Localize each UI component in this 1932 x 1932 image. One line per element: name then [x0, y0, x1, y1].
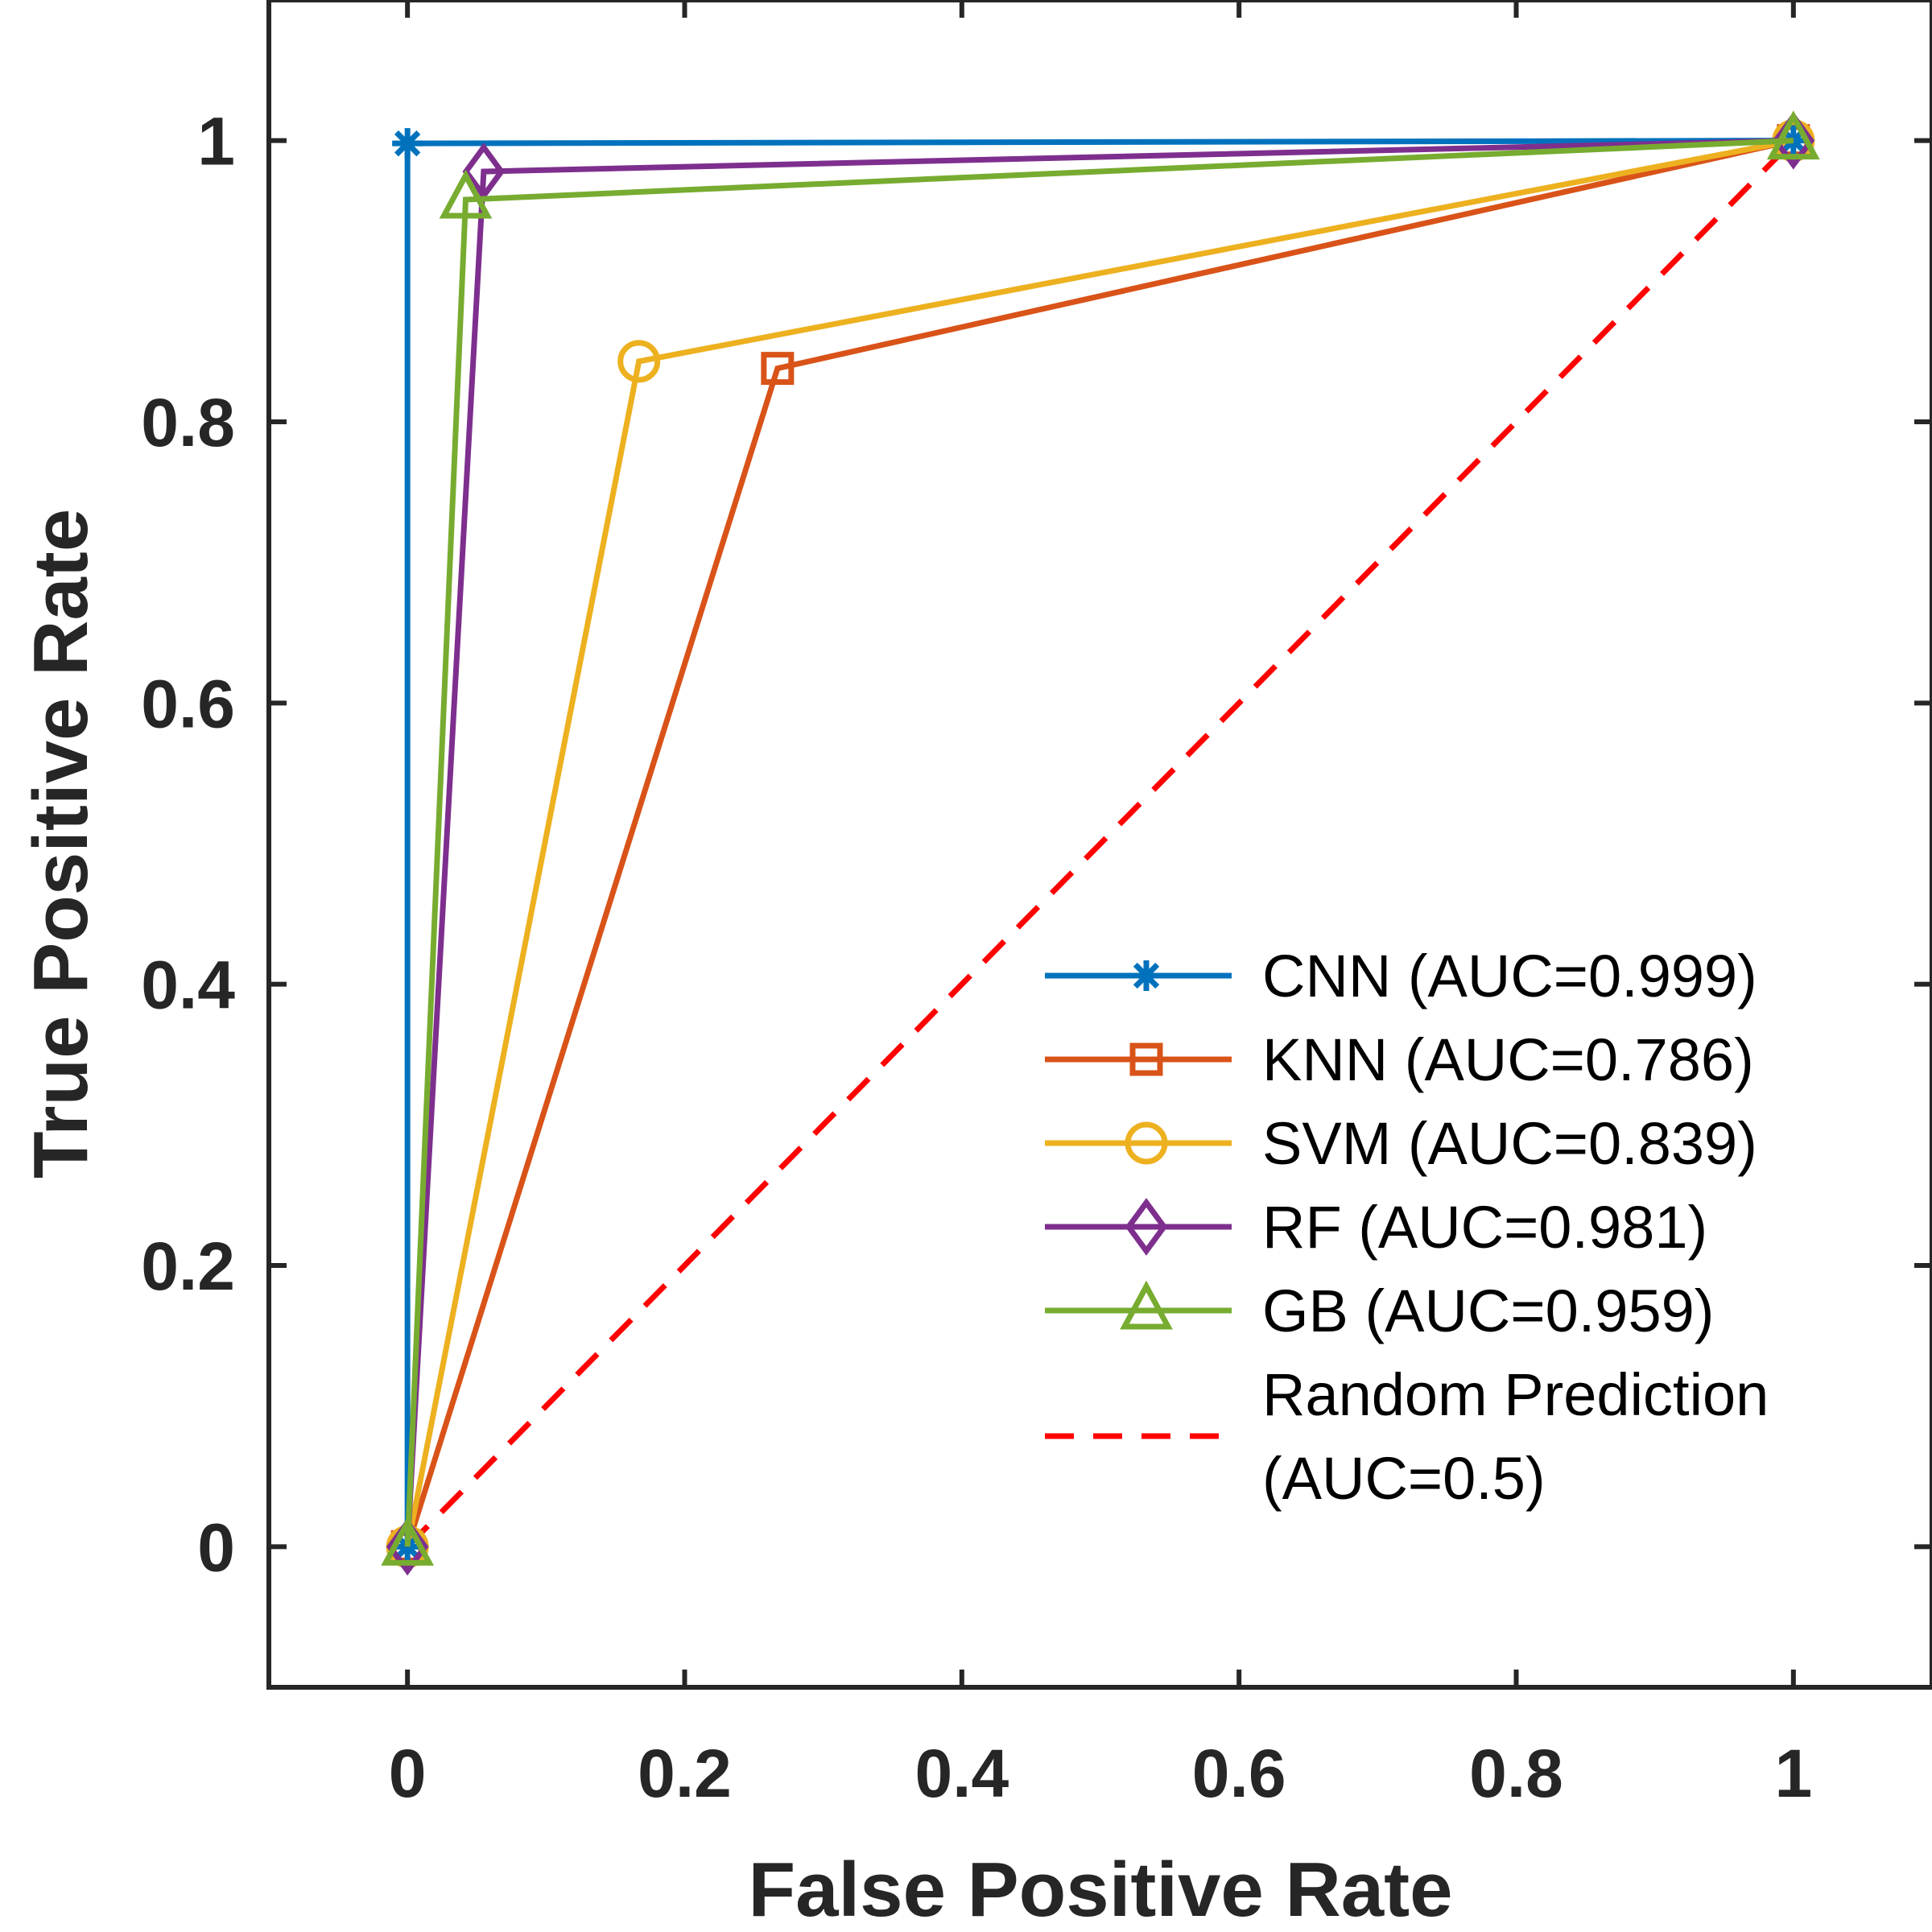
data-point-gb	[381, 1516, 435, 1566]
data-point-gb	[1766, 110, 1820, 160]
x-tick-label: 0.6	[1192, 1736, 1286, 1811]
x-tick-label: 0.8	[1469, 1736, 1563, 1811]
y-tick-label: 0.8	[141, 385, 235, 460]
legend-label-random-prediction: (AUC=0.5)	[1262, 1445, 1546, 1512]
data-point-cnn-stroke	[394, 130, 421, 157]
legend-item-svm: SVM (AUC=0.839)	[1045, 1110, 1757, 1177]
legend-marker-knn	[1129, 1042, 1163, 1076]
x-tick-label: 0.4	[914, 1736, 1009, 1811]
x-tick-label: 0	[389, 1736, 427, 1811]
y-tick-label: 1	[197, 104, 235, 180]
legend-label-rf: RF (AUC=0.981)	[1262, 1194, 1707, 1261]
y-tick-label: 0.4	[141, 947, 235, 1023]
series-layer	[381, 110, 1820, 1576]
legend-label-gb: GB (AUC=0.959)	[1262, 1278, 1714, 1344]
data-point-svm	[617, 340, 661, 383]
y-tick-label: 0	[197, 1509, 235, 1585]
legend-label-random-prediction: Random Prediction	[1262, 1361, 1769, 1428]
ticks-layer	[269, 0, 1932, 1687]
series-line-gb	[404, 138, 1794, 1547]
legend-item-random-prediction: Random Prediction (AUC=0.5)	[1045, 1361, 1769, 1512]
y-tick-label: 0.2	[141, 1228, 235, 1304]
legend-item-cnn: CNN (AUC=0.999)	[1045, 943, 1757, 1009]
series-line-random-prediction	[405, 138, 1796, 1549]
legend-label-cnn: CNN (AUC=0.999)	[1262, 943, 1757, 1009]
legend-item-gb: GB (AUC=0.959)	[1045, 1278, 1714, 1344]
x-tick-labels: 0 0.2 0.4 0.6 0.8 1	[389, 1736, 1812, 1811]
series-line-knn	[404, 138, 1794, 1548]
legend-item-knn: KNN (AUC=0.786)	[1045, 1026, 1754, 1093]
legend: CNN (AUC=0.999) KNN (AUC=0.786) SVM (AUC=0…	[1045, 943, 1769, 1512]
data-point-rf	[462, 142, 506, 201]
legend-marker-svm	[1125, 1121, 1168, 1165]
series-line-rf	[404, 138, 1794, 1547]
series-line-svm	[404, 138, 1794, 1548]
y-tick-labels: 0 0.2 0.4 0.6 0.8 1	[141, 104, 235, 1586]
legend-marker-gb	[1120, 1280, 1173, 1330]
series-gb	[381, 110, 1820, 1566]
data-point-knn	[761, 352, 795, 386]
x-axis-label: False Positive Rate	[748, 1847, 1452, 1932]
series-random-prediction	[405, 138, 1796, 1549]
legend-marker-rf	[1125, 1198, 1168, 1256]
legend-label-svm: SVM (AUC=0.839)	[1262, 1110, 1757, 1177]
data-point-gb	[439, 169, 493, 219]
plot-area-border	[266, 0, 1932, 1690]
data-point-cnn	[392, 128, 423, 159]
legend-item-rf: RF (AUC=0.981)	[1045, 1194, 1707, 1261]
legend-marker-cnn	[1131, 960, 1162, 991]
x-tick-label: 1	[1774, 1736, 1812, 1811]
y-axis-label: True Positive Rate	[18, 509, 104, 1179]
legend-label-knn: KNN (AUC=0.786)	[1262, 1026, 1754, 1093]
y-tick-label: 0.6	[141, 666, 235, 741]
x-tick-label: 0.2	[638, 1736, 732, 1811]
legend-marker-cnn-stroke	[1133, 962, 1160, 989]
